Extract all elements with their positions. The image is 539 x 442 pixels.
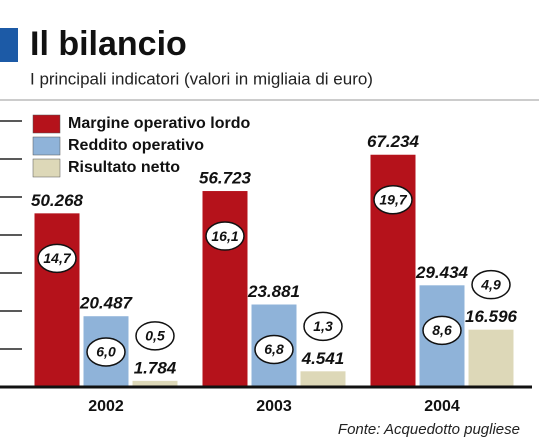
ratio-badge (37, 243, 77, 274)
bar (468, 329, 514, 387)
legend-swatch (32, 136, 61, 156)
value-label: 23.881 (247, 282, 300, 301)
bar (300, 371, 346, 387)
title-accent (0, 28, 18, 62)
legend-swatch (32, 158, 61, 178)
bar (132, 380, 178, 387)
legend-label: Risultato netto (68, 159, 180, 176)
value-label: 67.234 (367, 132, 420, 151)
x-tick-label: 2004 (424, 398, 460, 415)
value-label: 56.723 (199, 169, 252, 188)
ratio-label: 1,3 (313, 318, 333, 334)
ratio-badge (303, 311, 343, 342)
ratio-label: 19,7 (379, 191, 407, 207)
ratio-badge (86, 337, 126, 367)
ratio-label: 14,7 (43, 250, 71, 266)
value-label: 20.487 (79, 294, 134, 313)
legend-swatch (32, 114, 61, 134)
ratio-label: 16,1 (211, 228, 238, 244)
value-label: 50.268 (31, 191, 84, 210)
legend-label: Margine operativo lordo (68, 115, 250, 132)
ratio-badge (135, 321, 175, 351)
chart-title: Il bilancio (30, 25, 187, 63)
ratio-badge (471, 269, 511, 300)
ratio-badge (373, 184, 413, 215)
bar (202, 191, 248, 387)
value-label: 29.434 (415, 263, 469, 282)
ratio-label: 8,6 (432, 322, 452, 338)
x-tick-label: 2003 (256, 398, 292, 415)
legend-label: Reddito operativo (68, 137, 204, 154)
ratio-label: 6,8 (264, 341, 284, 357)
ratio-label: 4,9 (480, 276, 501, 292)
bar (34, 213, 80, 387)
chart-subtitle: I principali indicatori (valori in migli… (30, 69, 373, 88)
value-label: 16.596 (465, 307, 518, 326)
ratio-badge (254, 334, 294, 365)
ratio-badge (205, 221, 245, 251)
x-tick-label: 2002 (88, 398, 124, 415)
source: Fonte: Acquedotto pugliese (338, 421, 520, 438)
ratio-label: 6,0 (96, 344, 116, 360)
value-label: 4.541 (301, 349, 345, 368)
ratio-label: 0,5 (145, 328, 165, 344)
ratio-badge (422, 315, 462, 346)
value-label: 1.784 (134, 358, 177, 377)
